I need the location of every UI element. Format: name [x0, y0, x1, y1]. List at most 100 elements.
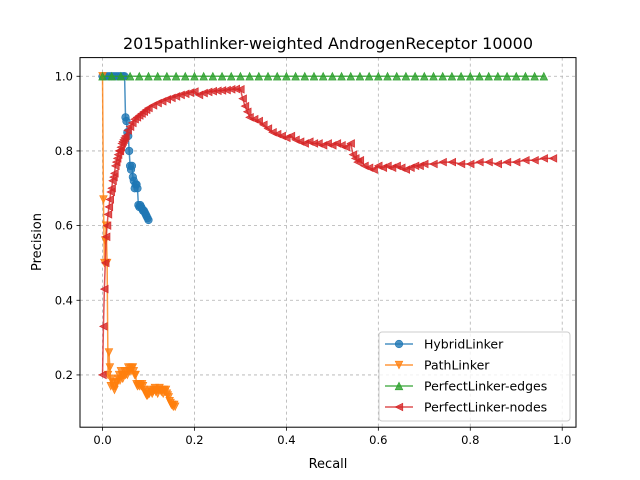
- data-point-perfectlinker-edges: [300, 71, 310, 81]
- data-point-pathlinker: [104, 348, 114, 358]
- x-tick-label: 0.2: [185, 433, 203, 447]
- data-point-perfectlinker-edges: [282, 71, 291, 81]
- legend-swatch-marker: [394, 381, 404, 391]
- data-point-perfectlinker-nodes: [235, 85, 245, 94]
- data-point-perfectlinker-nodes: [341, 142, 351, 152]
- data-point-perfectlinker-nodes: [474, 157, 484, 167]
- data-point-perfectlinker-edges: [502, 71, 512, 81]
- data-point-perfectlinker-edges: [337, 71, 346, 81]
- data-point-perfectlinker-edges: [309, 71, 319, 81]
- data-point-perfectlinker-edges: [208, 71, 218, 81]
- data-point-perfectlinker-nodes: [101, 232, 111, 242]
- data-point-perfectlinker-edges: [190, 71, 199, 81]
- data-point-perfectlinker-edges: [493, 71, 503, 81]
- data-point-perfectlinker-edges: [484, 71, 493, 81]
- data-point-hybridlinker: [127, 161, 137, 170]
- plot-frame: [79, 57, 577, 428]
- chart-title: 2015pathlinker-weighted AndrogenReceptor…: [123, 34, 533, 53]
- data-point-perfectlinker-nodes: [502, 157, 512, 167]
- y-tick-label: 0.2: [55, 368, 73, 382]
- legend-label: PerfectLinker-edges: [424, 379, 547, 394]
- data-point-perfectlinker-edges: [429, 71, 438, 81]
- legend-swatch-marker: [394, 360, 404, 370]
- series-layer: [98, 71, 558, 412]
- data-point-perfectlinker-edges: [465, 71, 475, 81]
- data-point-perfectlinker-edges: [355, 71, 365, 81]
- data-point-perfectlinker-nodes: [104, 202, 114, 212]
- data-point-perfectlinker-nodes: [484, 157, 493, 167]
- data-point-perfectlinker-nodes: [346, 139, 355, 148]
- y-tick-label: 0.6: [55, 219, 73, 233]
- data-point-perfectlinker-nodes: [539, 154, 548, 163]
- data-point-perfectlinker-edges: [272, 71, 282, 81]
- data-point-perfectlinker-nodes: [456, 159, 466, 169]
- data-point-perfectlinker-edges: [346, 71, 356, 81]
- y-tick-label: 1.0: [55, 69, 73, 83]
- y-axis-ticks: 0.2 0.4 0.6 0.8 1.0: [55, 69, 80, 382]
- legend: HybridLinker PathLinker PerfectLinker-edge…: [378, 331, 571, 422]
- data-point-perfectlinker-edges: [144, 71, 153, 81]
- legend-label: PerfectLinker-nodes: [424, 400, 547, 415]
- series-perfectlinker-edges: [98, 71, 549, 81]
- data-point-perfectlinker-edges: [456, 71, 466, 81]
- data-point-perfectlinker-nodes: [355, 155, 365, 165]
- data-point-pathlinker: [170, 402, 180, 412]
- data-point-perfectlinker-nodes: [98, 370, 107, 380]
- data-point-perfectlinker-nodes: [511, 157, 521, 167]
- data-point-perfectlinker-nodes: [103, 210, 113, 219]
- data-point-perfectlinker-edges: [153, 71, 162, 81]
- x-axis-ticks: 0.0 0.2 0.4 0.6 0.8 1.0: [93, 427, 571, 447]
- x-axis-label: Recall: [309, 457, 348, 472]
- data-point-hybridlinker: [144, 215, 153, 225]
- legend-entry-hybridlinker: HybridLinker: [385, 337, 504, 352]
- data-point-hybridlinker: [125, 146, 134, 156]
- series-perfectlinker-nodes: [98, 84, 558, 380]
- x-tick-label: 0.0: [93, 433, 111, 447]
- data-point-perfectlinker-nodes: [102, 221, 112, 230]
- data-point-perfectlinker-edges: [328, 71, 337, 81]
- data-point-perfectlinker-edges: [236, 71, 245, 81]
- x-tick-label: 0.8: [461, 433, 479, 447]
- data-point-perfectlinker-nodes: [242, 107, 252, 117]
- data-point-perfectlinker-nodes: [286, 131, 296, 141]
- data-point-perfectlinker-nodes: [548, 154, 558, 163]
- data-point-perfectlinker-edges: [392, 71, 402, 81]
- data-point-perfectlinker-nodes: [419, 159, 429, 169]
- data-point-perfectlinker-nodes: [263, 124, 273, 133]
- data-point-perfectlinker-nodes: [189, 87, 199, 96]
- data-point-perfectlinker-edges: [245, 71, 254, 81]
- data-point-pathlinker: [131, 370, 140, 380]
- x-tick-label: 0.4: [277, 433, 295, 447]
- data-point-perfectlinker-edges: [135, 71, 144, 81]
- data-point-perfectlinker-nodes: [110, 169, 119, 178]
- data-point-perfectlinker-nodes: [493, 159, 502, 169]
- x-tick-label: 0.6: [369, 433, 387, 447]
- data-point-perfectlinker-nodes: [438, 157, 447, 167]
- data-point-perfectlinker-edges: [374, 71, 383, 81]
- data-point-perfectlinker-edges: [162, 71, 172, 81]
- data-point-perfectlinker-nodes: [240, 101, 250, 111]
- series-pathlinker: [98, 72, 180, 412]
- data-point-perfectlinker-edges: [291, 71, 300, 81]
- legend-swatch-marker: [394, 339, 404, 349]
- legend-entry-perfectlinker-edges: PerfectLinker-edges: [385, 379, 547, 394]
- legend-frame: [378, 331, 571, 422]
- data-point-pathlinker: [99, 195, 108, 204]
- data-point-perfectlinker-nodes: [105, 195, 114, 204]
- data-point-perfectlinker-edges: [171, 71, 181, 81]
- data-point-perfectlinker-edges: [410, 71, 420, 81]
- data-point-pathlinker: [105, 363, 115, 372]
- y-tick-label: 0.4: [55, 293, 73, 307]
- data-point-perfectlinker-edges: [98, 71, 107, 81]
- data-point-perfectlinker-edges: [401, 71, 411, 81]
- legend-label: PathLinker: [424, 358, 490, 373]
- y-tick-label: 0.8: [55, 144, 73, 158]
- data-point-perfectlinker-nodes: [121, 131, 130, 141]
- data-point-perfectlinker-nodes: [258, 120, 268, 130]
- data-point-perfectlinker-nodes: [530, 155, 539, 165]
- data-point-perfectlinker-nodes: [254, 116, 263, 126]
- data-point-perfectlinker-edges: [116, 71, 126, 81]
- data-point-perfectlinker-edges: [318, 71, 328, 81]
- data-point-perfectlinker-nodes: [107, 183, 116, 193]
